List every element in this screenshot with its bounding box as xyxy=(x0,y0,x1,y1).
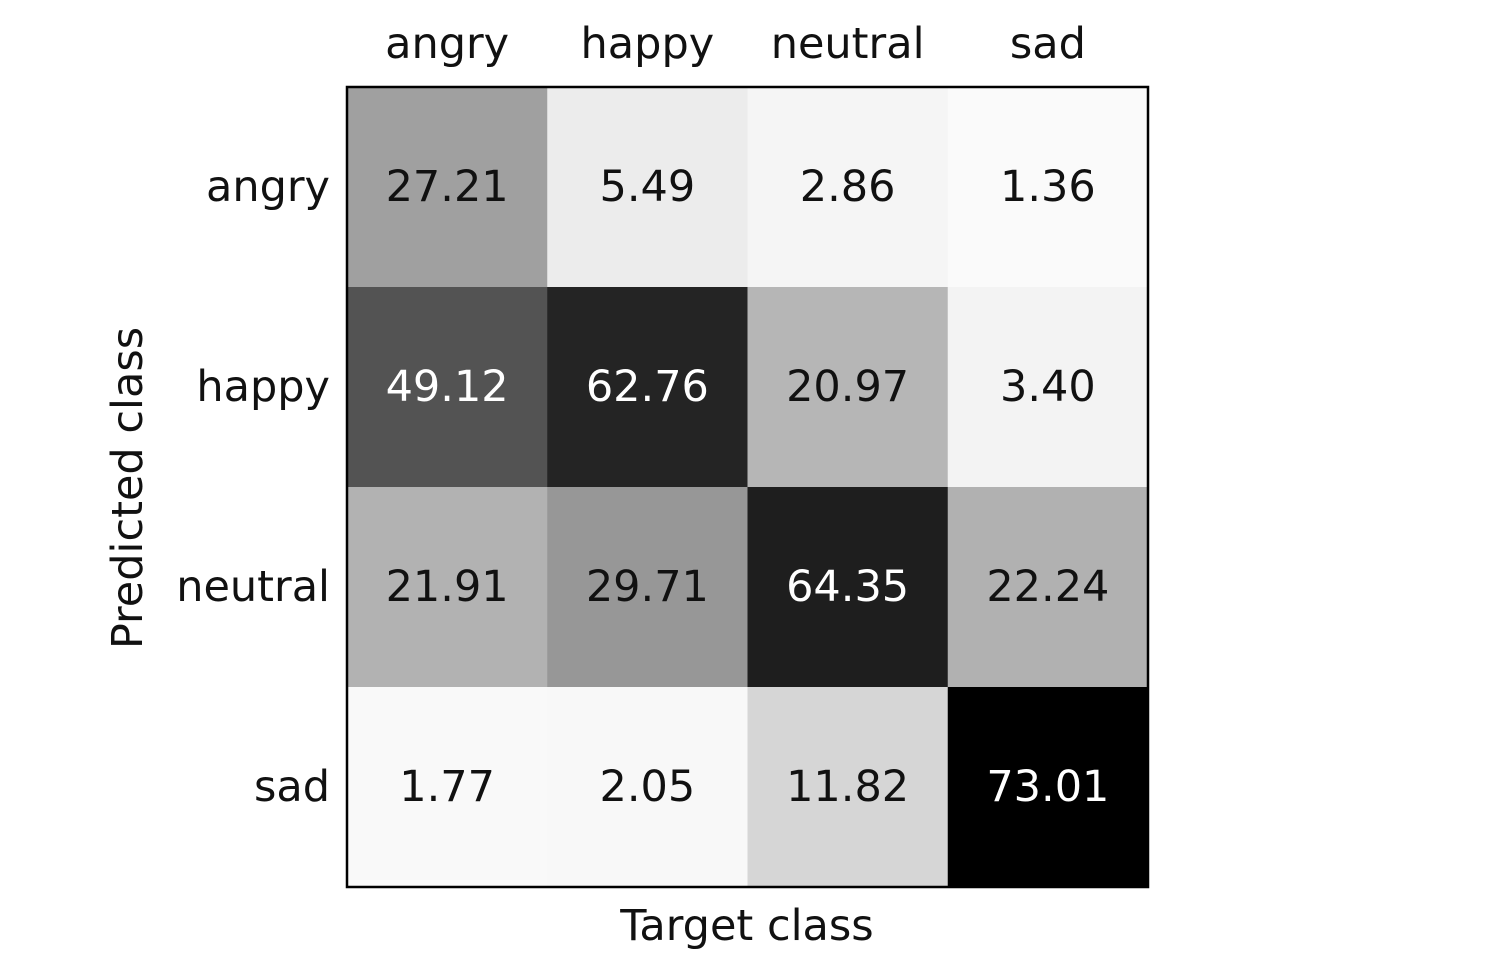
x-tick-labels: angry happy neutral sad xyxy=(385,19,1086,69)
cell-value-sad-neutral: 11.82 xyxy=(786,762,909,812)
cell-value-neutral-sad: 22.24 xyxy=(986,562,1109,612)
cell-value-happy-neutral: 20.97 xyxy=(786,362,909,412)
heatmap-cell-sad-happy xyxy=(547,687,749,888)
x-tick-label-neutral: neutral xyxy=(771,19,925,69)
heatmap-cell-angry-angry xyxy=(347,87,548,288)
heatmap-cell-neutral-sad xyxy=(947,487,1149,688)
cell-value-angry-happy: 5.49 xyxy=(600,162,696,212)
cell-value-sad-happy: 2.05 xyxy=(600,762,696,812)
x-tick-label-angry: angry xyxy=(385,19,509,69)
y-tick-label-angry: angry xyxy=(206,162,330,212)
y-tick-label-sad: sad xyxy=(254,762,330,812)
heatmap-cell-neutral-happy xyxy=(547,487,749,688)
heatmap-cell-happy-happy xyxy=(547,287,749,488)
heatmap-cell-neutral-neutral xyxy=(747,487,949,688)
x-axis-label: Target class xyxy=(619,901,873,951)
heatmap-cell-sad-sad xyxy=(947,687,1149,888)
cell-value-neutral-neutral: 64.35 xyxy=(786,562,909,612)
heatmap-cell-happy-angry xyxy=(347,287,548,488)
heatmap-cell-happy-neutral xyxy=(747,287,949,488)
heatmap-cell-happy-sad xyxy=(947,287,1149,488)
x-tick-label-happy: happy xyxy=(581,19,715,69)
heatmap-cell-sad-angry xyxy=(347,687,548,888)
plot-frame xyxy=(345,85,1150,889)
heatmap-cell-sad-neutral xyxy=(747,687,949,888)
cell-value-angry-sad: 1.36 xyxy=(1000,162,1096,212)
y-tick-label-neutral: neutral xyxy=(176,562,330,612)
cell-value-happy-happy: 62.76 xyxy=(586,362,709,412)
cell-value-neutral-angry: 21.91 xyxy=(386,562,509,612)
heatmap-cell-angry-neutral xyxy=(747,87,949,288)
cell-value-angry-angry: 27.21 xyxy=(386,162,509,212)
heatmap-cell-neutral-angry xyxy=(347,487,548,688)
x-tick-label-sad: sad xyxy=(1010,19,1086,69)
heatmap-cells xyxy=(347,87,1149,888)
cell-value-neutral-happy: 29.71 xyxy=(586,562,709,612)
y-tick-labels: angry happy neutral sad xyxy=(176,162,330,812)
cell-value-sad-sad: 73.01 xyxy=(986,762,1109,812)
cell-value-happy-sad: 3.40 xyxy=(1000,362,1096,412)
y-axis-label: Predicted class xyxy=(103,327,153,649)
cell-value-happy-angry: 49.12 xyxy=(386,362,509,412)
cell-value-angry-neutral: 2.86 xyxy=(800,162,896,212)
heatmap-cell-angry-sad xyxy=(947,87,1149,288)
heatmap-cell-angry-happy xyxy=(547,87,749,288)
cell-value-labels: 27.21 5.49 2.86 1.36 49.12 62.76 20.97 3.40 21.9… xyxy=(386,162,1110,812)
cell-value-sad-angry: 1.77 xyxy=(399,762,495,812)
y-tick-label-happy: happy xyxy=(196,362,330,412)
